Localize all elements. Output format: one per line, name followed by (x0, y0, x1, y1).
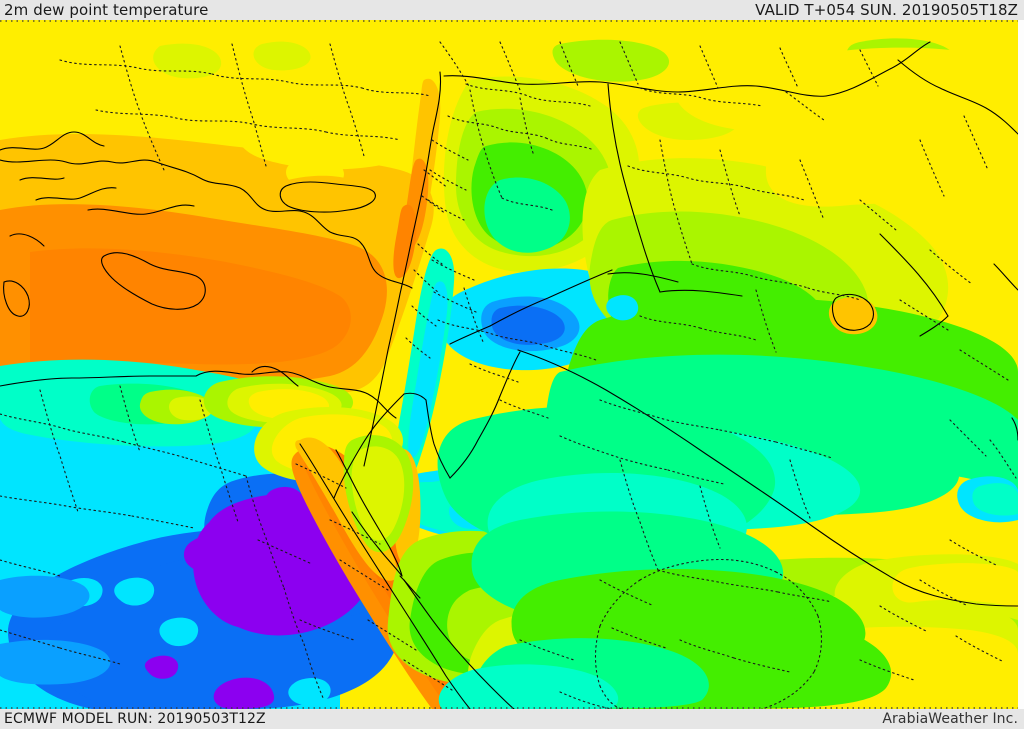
page-title: 2m dew point temperature (4, 1, 209, 19)
map-right-margin (1018, 20, 1024, 709)
header-bar: 2m dew point temperature VALID T+054 SUN… (0, 0, 1024, 20)
valid-time-label: VALID T+054 SUN. 20190505T18Z (755, 1, 1018, 19)
dew-point-field (0, 20, 1018, 709)
map-canvas[interactable] (0, 20, 1018, 709)
provider-label: ArabiaWeather Inc. (882, 711, 1018, 727)
footer-bar: ECMWF MODEL RUN: 20190503T12Z ArabiaWeat… (0, 709, 1024, 729)
model-run-label: ECMWF MODEL RUN: 20190503T12Z (4, 711, 266, 727)
